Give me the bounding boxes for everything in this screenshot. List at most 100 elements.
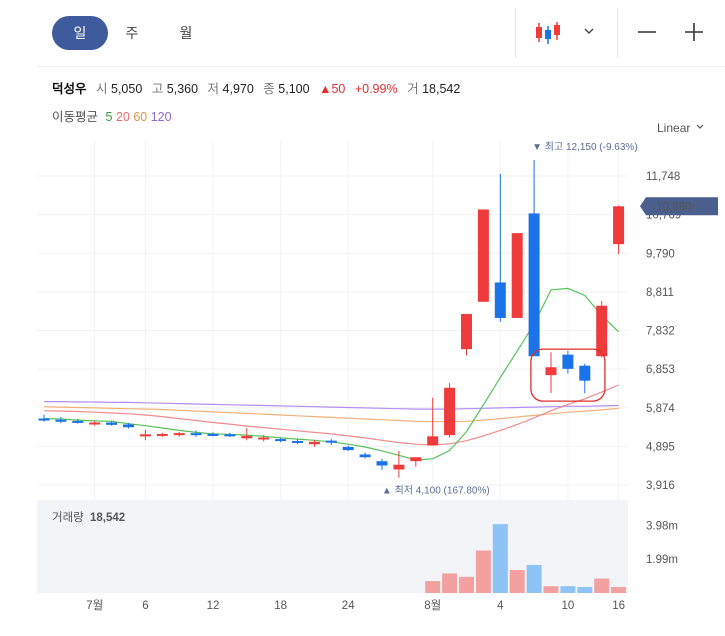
highlight-circle (530, 348, 606, 402)
x-tick-label: 24 (342, 600, 355, 612)
tab-week[interactable]: 주 (125, 25, 139, 41)
toolbar-divider (515, 8, 516, 58)
candle (596, 305, 608, 357)
y-tick-label: 6,853 (646, 364, 675, 376)
open-label: 시 (96, 82, 108, 96)
x-tick-label: 4 (497, 600, 504, 612)
chevron-down-icon (696, 124, 704, 129)
scale-dropdown[interactable]: Linear (657, 121, 706, 135)
volume-bar (543, 586, 559, 593)
candle (444, 387, 456, 436)
volume-title: 거래량 (52, 511, 84, 524)
high-price-marker: ▼ 최고 12,150 (-9.63%) (532, 141, 638, 153)
chevron-down-icon[interactable] (581, 14, 597, 50)
ma20-line (43, 384, 619, 446)
candle (190, 433, 202, 436)
x-tick-label: 12 (207, 600, 220, 612)
candle (89, 422, 101, 425)
y-tick-label: 4,895 (646, 441, 675, 453)
candle (55, 419, 67, 422)
candle (342, 446, 354, 451)
candle (528, 213, 540, 357)
volume-bar (594, 578, 610, 593)
low-label: 저 (207, 82, 220, 96)
y-tick-label: 5,874 (646, 403, 675, 415)
tab-day[interactable]: 일 (52, 16, 108, 50)
candle (393, 464, 405, 470)
change-value: ▲50 (319, 82, 346, 96)
high-value: 5,360 (166, 82, 199, 96)
candle (207, 433, 219, 436)
candle (275, 439, 287, 442)
candle (325, 440, 337, 443)
volume-y-tick: 1.99m (646, 554, 678, 566)
x-tick-label: 7월 (86, 599, 103, 612)
current-price-label: 10,980 (656, 201, 691, 213)
stock-name: 덕성우 (52, 82, 87, 96)
candle (579, 365, 591, 381)
candle (106, 422, 118, 425)
y-tick-label: 8,811 (646, 287, 674, 299)
volume-value: 18,542 (90, 512, 125, 524)
volume-bar (560, 586, 576, 593)
candle (477, 209, 489, 302)
candle (139, 434, 151, 437)
ma120-legend: 120 (150, 110, 172, 124)
volume-y-tick: 3.98m (646, 520, 678, 532)
toolbar-border (37, 66, 725, 67)
candle (545, 367, 557, 376)
volume-value: 18,542 (422, 82, 461, 96)
volume-bar (442, 573, 458, 593)
volume-bar (509, 570, 525, 593)
quote-summary: 덕성우 시 5,050 고 5,360 저 4,970 종 5,100 ▲50 … (52, 78, 466, 97)
y-tick-label: 7,832 (646, 326, 675, 338)
ma60-line (43, 406, 619, 423)
candle (461, 314, 472, 350)
x-tick-label: 16 (612, 600, 625, 612)
candle (410, 457, 422, 462)
volume-bar (459, 576, 474, 593)
candle (123, 424, 134, 428)
volume-bar (526, 564, 542, 593)
x-tick-label: 8월 (424, 599, 441, 612)
ma60-legend: 60 (133, 110, 148, 124)
plus-icon[interactable] (682, 14, 706, 50)
candle (511, 233, 523, 318)
y-tick-label: 3,916 (646, 480, 675, 492)
volume-bar (492, 524, 508, 593)
candle (292, 441, 303, 444)
y-tick-label: 9,790 (646, 248, 675, 260)
tab-month[interactable]: 월 (179, 25, 193, 41)
open-value: 5,050 (111, 82, 143, 96)
toolbar-divider (617, 8, 618, 58)
candle (359, 454, 371, 458)
candlestick-icon[interactable] (531, 14, 565, 50)
candle (427, 436, 439, 446)
x-tick-label: 10 (562, 600, 575, 612)
ma120-line (44, 401, 619, 410)
close-label: 종 (263, 82, 275, 96)
volume-bar (577, 587, 593, 593)
candle (241, 435, 253, 439)
moving-average-legend: 이동평균 5 20 60 120 (52, 106, 172, 125)
candle (376, 461, 388, 466)
candle (38, 418, 50, 421)
up-triangle-icon: ▲ (319, 82, 332, 96)
candle (494, 282, 506, 318)
volume-bar (425, 581, 441, 593)
minus-icon[interactable] (635, 14, 659, 50)
candle (562, 354, 574, 369)
scale-label: Linear (657, 121, 691, 135)
change-percent: +0.99% (354, 82, 398, 96)
high-label: 고 (151, 82, 164, 96)
low-price-marker: ▲ 최저 4,100 (167.80%) (382, 485, 490, 497)
candle (224, 434, 236, 437)
ma-legend-label: 이동평균 (52, 110, 99, 124)
low-value: 4,970 (222, 82, 254, 96)
x-tick-label: 18 (274, 600, 287, 612)
x-tick-label: 6 (142, 600, 148, 612)
volume-label: 거 (407, 82, 419, 96)
chart-toolbar: 일 주 월 (37, 0, 725, 67)
candle (258, 437, 270, 440)
